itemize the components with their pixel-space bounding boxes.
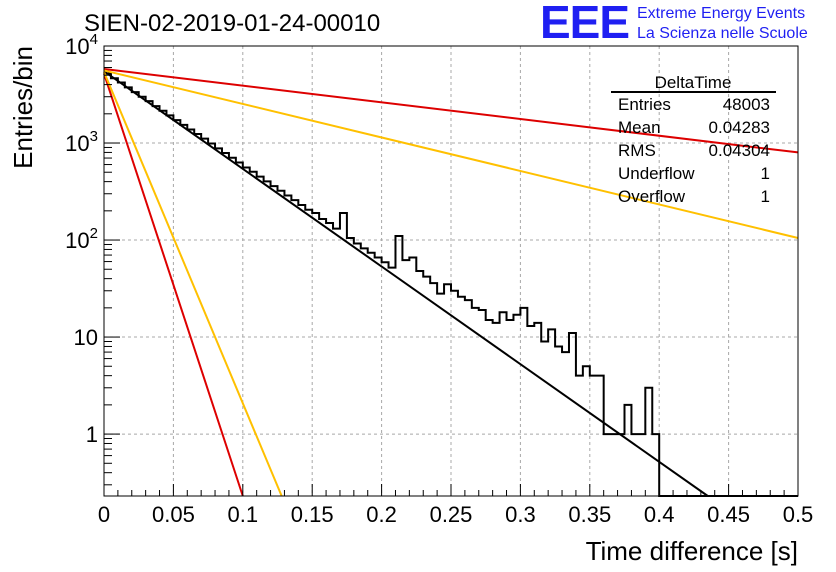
x-axis-label: Time difference [s]: [586, 536, 798, 566]
stats-box: DeltaTime Entries 48003 Mean 0.04283 RMS…: [611, 73, 776, 206]
x-tick-label: 0.05: [152, 502, 195, 527]
stats-title: DeltaTime: [655, 73, 732, 92]
x-tick-label: 0.45: [707, 502, 750, 527]
x-tick-label: 0: [98, 502, 110, 527]
fit-line-2: [103, 69, 799, 239]
stats-value-entries: 48003: [723, 95, 770, 114]
stats-value-underflow: 1: [761, 164, 770, 183]
y-tick-label: 1: [86, 422, 98, 447]
fit-line-1: [103, 67, 799, 154]
histogram-steps: [104, 72, 798, 497]
histogram-series: [104, 72, 798, 497]
stats-label-rms: RMS: [618, 141, 656, 160]
x-tick-label: 0.1: [228, 502, 259, 527]
logo-mark: EEE: [540, 0, 630, 48]
x-tick-label: 0.15: [291, 502, 334, 527]
stats-label-overflow: Overflow: [618, 187, 686, 206]
fit-line-4: [103, 71, 283, 497]
stats-value-overflow: 1: [761, 187, 770, 206]
x-tick-label: 0.3: [505, 502, 536, 527]
stats-value-rms: 0.04304: [709, 141, 770, 160]
y-tick-labels: 1 10 102 103 104: [65, 31, 98, 447]
x-tick-label: 0.4: [644, 502, 675, 527]
x-tick-label: 0.25: [430, 502, 473, 527]
stats-value-mean: 0.04283: [709, 118, 770, 137]
x-tick-labels: 0 0.05 0.1 0.15 0.2 0.25 0.3 0.35 0.4 0.45 0.5: [98, 502, 813, 527]
stats-label-underflow: Underflow: [618, 164, 695, 183]
logo-line-2: La Scienza nelle Scuole: [637, 25, 808, 42]
y-tick-label: 10: [74, 325, 98, 350]
grid-lines: [104, 46, 798, 496]
stats-label-mean: Mean: [618, 118, 661, 137]
y-axis-label: Entries/bin: [8, 46, 38, 169]
logo-line-1: Extreme Energy Events: [637, 5, 806, 22]
eee-logo: EEE Extreme Energy Events La Scienza nel…: [540, 0, 830, 48]
y-tick-label: 104: [65, 31, 98, 59]
y-tick-label: 103: [65, 128, 98, 156]
y-tick-label: 102: [65, 225, 98, 253]
page-title: SIEN-02-2019-01-24-00010: [84, 10, 381, 37]
x-tick-label: 0.35: [568, 502, 611, 527]
axis-ticks: [103, 45, 799, 496]
fit-line-3: [103, 73, 244, 497]
x-tick-label: 0.5: [783, 502, 814, 527]
fit-line-0: [103, 70, 709, 497]
fit-lines: [103, 67, 799, 497]
stats-label-entries: Entries: [618, 95, 671, 114]
x-tick-label: 0.2: [366, 502, 397, 527]
